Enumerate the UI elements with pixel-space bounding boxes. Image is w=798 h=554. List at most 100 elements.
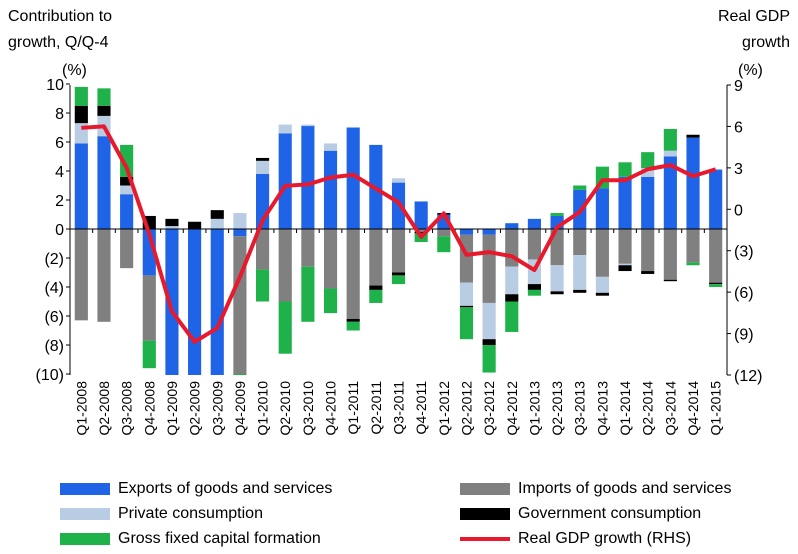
bar-government-consumption-26 (663, 279, 677, 282)
bar-private-consumption-10 (301, 124, 315, 127)
bar-imports-of-goods-and-services-23 (595, 229, 609, 277)
bar-government-consumption-2 (120, 176, 134, 186)
bar-government-consumption-15 (414, 231, 428, 234)
bar-private-consumption-25 (641, 168, 655, 177)
bar-private-consumption-9 (278, 124, 292, 134)
bar-imports-of-goods-and-services-21 (550, 229, 564, 266)
bar-private-consumption-23 (595, 276, 609, 293)
bar-private-consumption-7 (233, 213, 247, 229)
bar-imports-of-goods-and-services-13 (369, 229, 383, 286)
bar-government-consumption-19 (505, 294, 519, 302)
bar-exports-of-goods-and-services-9 (278, 133, 292, 229)
bar-exports-of-goods-and-services-7 (233, 229, 247, 237)
left-tick-label: (6) (44, 309, 64, 326)
bar-gross-fixed-capital-formation-24 (618, 162, 632, 177)
bar-exports-of-goods-and-services-2 (120, 194, 134, 229)
bar-imports-of-goods-and-services-1 (97, 229, 111, 322)
x-tick-label: Q2-2012 (458, 381, 474, 436)
left-axis-title-line1: Contribution to (8, 8, 113, 25)
bar-imports-of-goods-and-services-15 (414, 229, 428, 232)
bar-imports-of-goods-and-services-2 (120, 229, 134, 269)
right-tick-label: (12) (734, 368, 762, 385)
bar-exports-of-goods-and-services-20 (527, 218, 541, 229)
bar-imports-of-goods-and-services-9 (278, 229, 292, 302)
legend-swatch-private-consumption (60, 507, 110, 520)
left-tick-label: 6 (55, 135, 64, 152)
left-tick-label: 4 (55, 164, 64, 181)
legend-item-real-gdp: Real GDP growth (RHS) (460, 528, 691, 550)
left-tick-label: 8 (55, 106, 64, 123)
legend-item-imports: Imports of goods and services (460, 478, 731, 500)
x-tick-label: Q1-2014 (617, 381, 633, 436)
bar-exports-of-goods-and-services-19 (505, 223, 519, 229)
bar-government-consumption-0 (74, 105, 88, 124)
x-tick-label: Q3-2012 (481, 381, 497, 436)
bar-imports-of-goods-and-services-3 (142, 275, 156, 341)
left-tick-label: (8) (44, 338, 64, 355)
x-tick-label: Q2-2009 (187, 381, 203, 436)
legend: Exports of goods and services Imports of… (60, 476, 795, 554)
bar-government-consumption-21 (550, 291, 564, 295)
bar-exports-of-goods-and-services-10 (301, 126, 315, 229)
legend-item-government-consumption: Government consumption (460, 503, 701, 525)
bar-gross-fixed-capital-formation-18 (482, 345, 496, 373)
bar-private-consumption-14 (391, 178, 406, 183)
bar-gross-fixed-capital-formation-22 (573, 185, 587, 190)
bar-government-consumption-20 (527, 284, 541, 290)
x-tick-label: Q3-2013 (572, 381, 588, 436)
bar-private-consumption-11 (323, 143, 338, 151)
bar-exports-of-goods-and-services-26 (663, 156, 677, 229)
bar-exports-of-goods-and-services-1 (97, 136, 111, 229)
legend-swatch-gfcf (60, 532, 110, 545)
x-tick-label: Q2-2014 (640, 381, 656, 436)
bar-government-consumption-5 (188, 221, 202, 229)
bar-exports-of-goods-and-services-25 (641, 176, 655, 229)
x-tick-label: Q3-2011 (391, 381, 407, 435)
bar-gross-fixed-capital-formation-26 (663, 128, 677, 151)
bar-imports-of-goods-and-services-7 (233, 236, 247, 374)
bar-private-consumption-6 (210, 218, 224, 229)
right-tick-label: (3) (734, 244, 754, 261)
x-tick-label: Q1-2012 (436, 381, 452, 436)
bar-gross-fixed-capital-formation-20 (527, 289, 541, 296)
x-tick-label: Q4-2011 (413, 381, 429, 435)
bar-gross-fixed-capital-formation-25 (641, 152, 655, 169)
right-tick-label: (6) (734, 285, 754, 302)
legend-item-exports: Exports of goods and services (60, 478, 332, 500)
bar-private-consumption-2 (120, 185, 134, 195)
bars-group (74, 86, 723, 375)
bar-exports-of-goods-and-services-27 (686, 137, 700, 229)
bar-private-consumption-17 (459, 282, 474, 306)
bar-imports-of-goods-and-services-26 (663, 229, 677, 280)
left-axis-title-line2: growth, Q/Q-4 (8, 34, 109, 51)
right-tick-label: 0 (734, 202, 743, 219)
bar-gross-fixed-capital-formation-1 (97, 88, 111, 106)
bar-gross-fixed-capital-formation-10 (301, 266, 315, 322)
x-tick-label: Q1-2011 (345, 381, 361, 435)
bar-exports-of-goods-and-services-24 (618, 176, 632, 229)
bar-gross-fixed-capital-formation-27 (686, 262, 700, 266)
left-tick-label: (2) (44, 251, 64, 268)
bar-imports-of-goods-and-services-12 (346, 229, 360, 319)
bar-private-consumption-19 (505, 266, 519, 295)
bar-exports-of-goods-and-services-0 (74, 143, 88, 229)
bar-private-consumption-18 (482, 302, 496, 340)
bar-government-consumption-28 (709, 282, 723, 285)
bar-imports-of-goods-and-services-8 (256, 229, 270, 270)
bar-imports-of-goods-and-services-14 (391, 229, 406, 273)
axes-group (66, 83, 731, 376)
bar-government-consumption-14 (391, 272, 406, 276)
bar-private-consumption-22 (573, 255, 587, 290)
x-tick-label: Q4-2013 (594, 381, 610, 436)
bar-exports-of-goods-and-services-6 (210, 229, 224, 375)
x-tick-label: Q3-2010 (300, 381, 316, 436)
bar-government-consumption-18 (482, 339, 496, 345)
bar-private-consumption-26 (663, 150, 677, 157)
bar-gross-fixed-capital-formation-11 (323, 288, 338, 314)
legend-swatch-exports (60, 482, 110, 495)
bar-gross-fixed-capital-formation-28 (709, 284, 723, 287)
bar-gross-fixed-capital-formation-7 (233, 374, 247, 375)
legend-line-real-gdp (460, 536, 510, 541)
bar-gross-fixed-capital-formation-17 (459, 307, 474, 340)
bar-government-consumption-12 (346, 318, 360, 322)
